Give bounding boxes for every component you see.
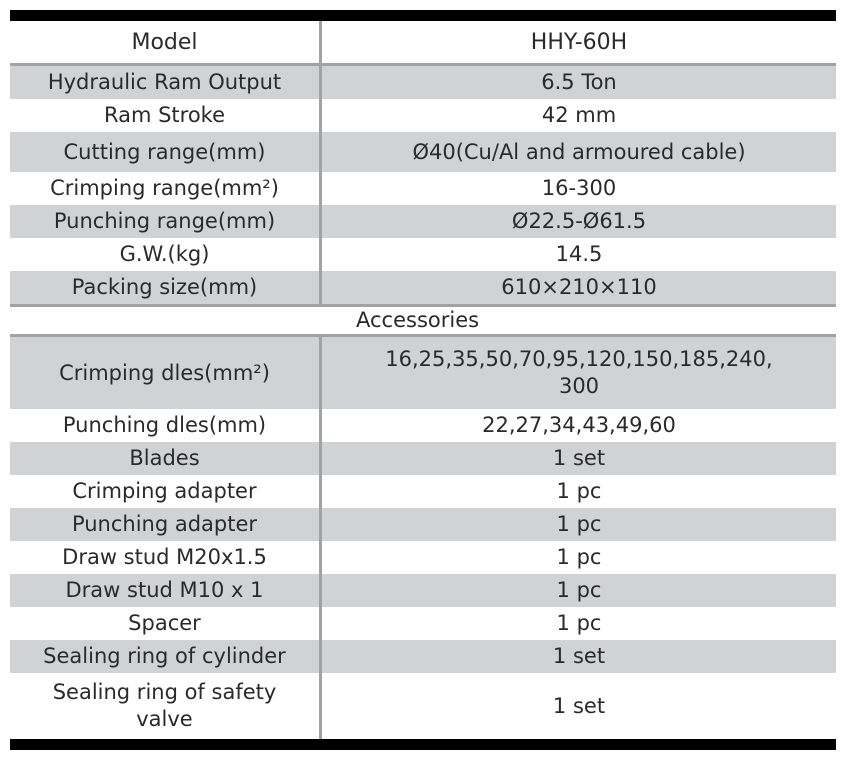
- table-row: Blades 1 set: [10, 442, 836, 475]
- spec-label: Crimping range(mm²): [10, 172, 322, 205]
- accessory-label: Blades: [10, 442, 322, 475]
- table-row: Punching range(mm) Ø22.5-Ø61.5: [10, 205, 836, 238]
- table-row: Hydraulic Ram Output 6.5 Ton: [10, 66, 836, 99]
- table-header-row: Model HHY-60H: [10, 21, 836, 66]
- spec-table: Model HHY-60H Hydraulic Ram Output 6.5 T…: [10, 10, 836, 750]
- table-row: Crimping adapter 1 pc: [10, 475, 836, 508]
- accessory-label: Draw stud M10 x 1: [10, 574, 322, 607]
- accessory-value: 1 pc: [556, 512, 602, 536]
- spec-label: Cutting range(mm): [10, 132, 322, 172]
- spec-value: 14.5: [555, 242, 603, 266]
- accessory-label: Crimping adapter: [10, 475, 322, 508]
- table-row: Sealing ring of safety valve 1 set: [10, 673, 836, 739]
- header-model-label: Model: [10, 21, 322, 63]
- table-row: Crimping dles(mm²) 16,25,35,50,70,95,120…: [10, 337, 836, 409]
- accessory-label: Draw stud M20x1.5: [10, 541, 322, 574]
- accessory-value: 1 pc: [556, 479, 602, 503]
- accessory-label: Crimping dles(mm²): [10, 337, 322, 409]
- table-row: Punching adapter 1 pc: [10, 508, 836, 541]
- accessories-section-title: Accessories: [356, 308, 480, 332]
- accessory-label: Punching adapter: [10, 508, 322, 541]
- table-row: G.W.(kg) 14.5: [10, 238, 836, 271]
- accessory-label: Sealing ring of cylinder: [10, 640, 322, 673]
- table-row: Sealing ring of cylinder 1 set: [10, 640, 836, 673]
- spec-value: 610×210×110: [501, 275, 657, 299]
- accessory-label: Punching dles(mm): [10, 409, 322, 442]
- table-row: Spacer 1 pc: [10, 607, 836, 640]
- accessory-value: 1 set: [552, 644, 606, 668]
- accessory-label: Spacer: [10, 607, 322, 640]
- spec-value: Ø22.5-Ø61.5: [511, 209, 647, 233]
- table-row: Draw stud M10 x 1 1 pc: [10, 574, 836, 607]
- accessory-value: 1 pc: [556, 611, 602, 635]
- table-row: Ram Stroke 42 mm: [10, 99, 836, 132]
- spec-label: Packing size(mm): [10, 271, 322, 304]
- accessory-value: 1 set: [552, 446, 606, 470]
- table-row: Packing size(mm) 610×210×110: [10, 271, 836, 304]
- spec-value: Ø40(Cu/Al and armoured cable): [412, 139, 746, 164]
- accessory-value: 1 pc: [556, 578, 602, 602]
- spec-value: 42 mm: [541, 103, 617, 127]
- table-row: Cutting range(mm) Ø40(Cu/Al and armoured…: [10, 132, 836, 172]
- spec-value: 16-300: [541, 176, 617, 200]
- accessory-value: 22,27,34,43,49,60: [482, 413, 676, 437]
- spec-label: Punching range(mm): [10, 205, 322, 238]
- spec-label: Hydraulic Ram Output: [10, 66, 322, 99]
- table-row: Draw stud M20x1.5 1 pc: [10, 541, 836, 574]
- accessory-label: Sealing ring of safety valve: [10, 673, 322, 739]
- accessories-section-row: Accessories: [10, 304, 836, 337]
- accessory-value: 16,25,35,50,70,95,120,150,185,240, 300: [385, 347, 773, 398]
- table-row: Punching dles(mm) 22,27,34,43,49,60: [10, 409, 836, 442]
- spec-label: G.W.(kg): [10, 238, 322, 271]
- header-model-value: HHY-60H: [530, 29, 628, 55]
- spec-value: 6.5 Ton: [541, 70, 617, 94]
- accessory-value: 1 set: [552, 693, 606, 718]
- spec-label: Ram Stroke: [10, 99, 322, 132]
- accessory-value: 1 pc: [556, 545, 602, 569]
- table-row: Crimping range(mm²) 16-300: [10, 172, 836, 205]
